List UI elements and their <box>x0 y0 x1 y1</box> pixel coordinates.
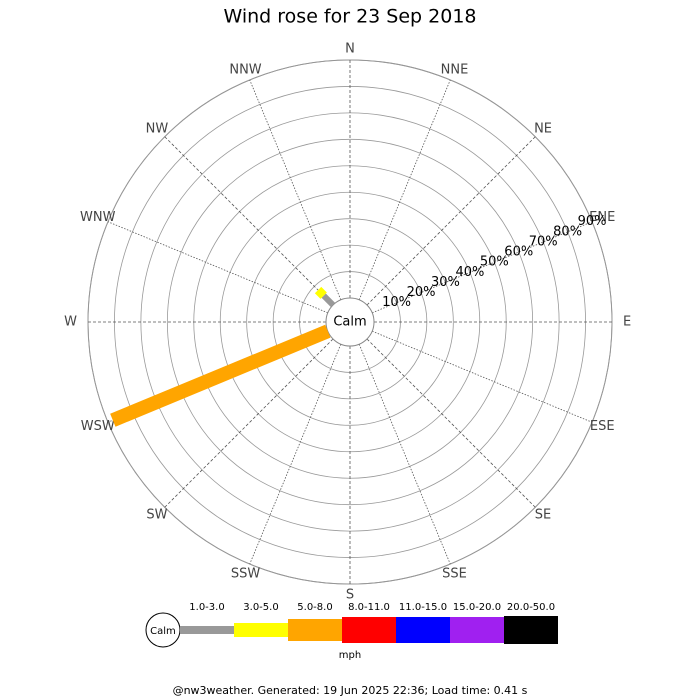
ring-label: 80% <box>553 224 582 239</box>
spoke <box>358 79 451 300</box>
direction-label: WSW <box>81 419 115 434</box>
direction-label: NW <box>146 121 169 136</box>
legend-swatch <box>234 623 288 637</box>
spoke <box>249 344 342 565</box>
direction-label: SE <box>535 508 551 523</box>
legend-swatch <box>504 616 558 644</box>
legend-swatch <box>180 626 234 634</box>
legend-label: 11.0-15.0 <box>399 602 447 613</box>
direction-label: NNW <box>229 62 261 77</box>
ring-label: 70% <box>529 234 558 249</box>
legend-label: 15.0-20.0 <box>453 602 501 613</box>
spoke <box>372 221 593 314</box>
direction-label: E <box>623 315 631 330</box>
legend-calm-label: Calm <box>150 626 176 637</box>
direction-label: SW <box>146 508 167 523</box>
legend-swatch <box>450 617 504 643</box>
wind-bar <box>314 286 327 299</box>
spoke <box>372 330 593 423</box>
wind-bar <box>321 293 336 308</box>
wind-bar <box>110 324 331 427</box>
ring-label: 30% <box>431 275 460 290</box>
ring-label: 90% <box>578 214 607 229</box>
legend-swatch <box>288 619 342 641</box>
direction-label: NE <box>534 121 552 136</box>
ring-label: 40% <box>455 265 484 280</box>
ring <box>166 138 534 506</box>
ring-label: 50% <box>480 255 509 270</box>
direction-label: SSW <box>231 567 261 582</box>
legend-label: 8.0-11.0 <box>348 602 390 613</box>
ring-label: 60% <box>504 245 533 260</box>
legend-swatch <box>342 617 396 643</box>
direction-label: SSE <box>442 567 467 582</box>
ring-label: 10% <box>382 295 411 310</box>
legend-swatch <box>396 617 450 643</box>
direction-label: WNW <box>80 210 116 225</box>
legend-label: 5.0-8.0 <box>297 602 332 613</box>
direction-label: W <box>64 315 77 330</box>
spoke <box>366 338 536 508</box>
legend-label: 3.0-5.0 <box>243 602 278 613</box>
legend-unit: mph <box>339 650 361 661</box>
spoke <box>107 221 328 314</box>
legend-label: 20.0-50.0 <box>507 602 555 613</box>
spoke <box>358 344 451 565</box>
direction-label: NNE <box>441 62 469 77</box>
direction-label: ESE <box>590 419 615 434</box>
footer: @nw3weather. Generated: 19 Jun 2025 22:3… <box>173 684 528 697</box>
spoke <box>249 79 342 300</box>
calm-circle <box>325 297 375 347</box>
chart-title: Wind rose for 23 Sep 2018 <box>223 6 476 28</box>
legend-label: 1.0-3.0 <box>189 602 224 613</box>
ring <box>246 218 454 426</box>
direction-label: S <box>346 588 354 603</box>
spoke <box>164 136 334 306</box>
calm-label: Calm <box>333 315 366 330</box>
direction-label: ENE <box>589 210 615 225</box>
direction-label: N <box>345 42 355 57</box>
ring-label: 20% <box>407 285 436 300</box>
